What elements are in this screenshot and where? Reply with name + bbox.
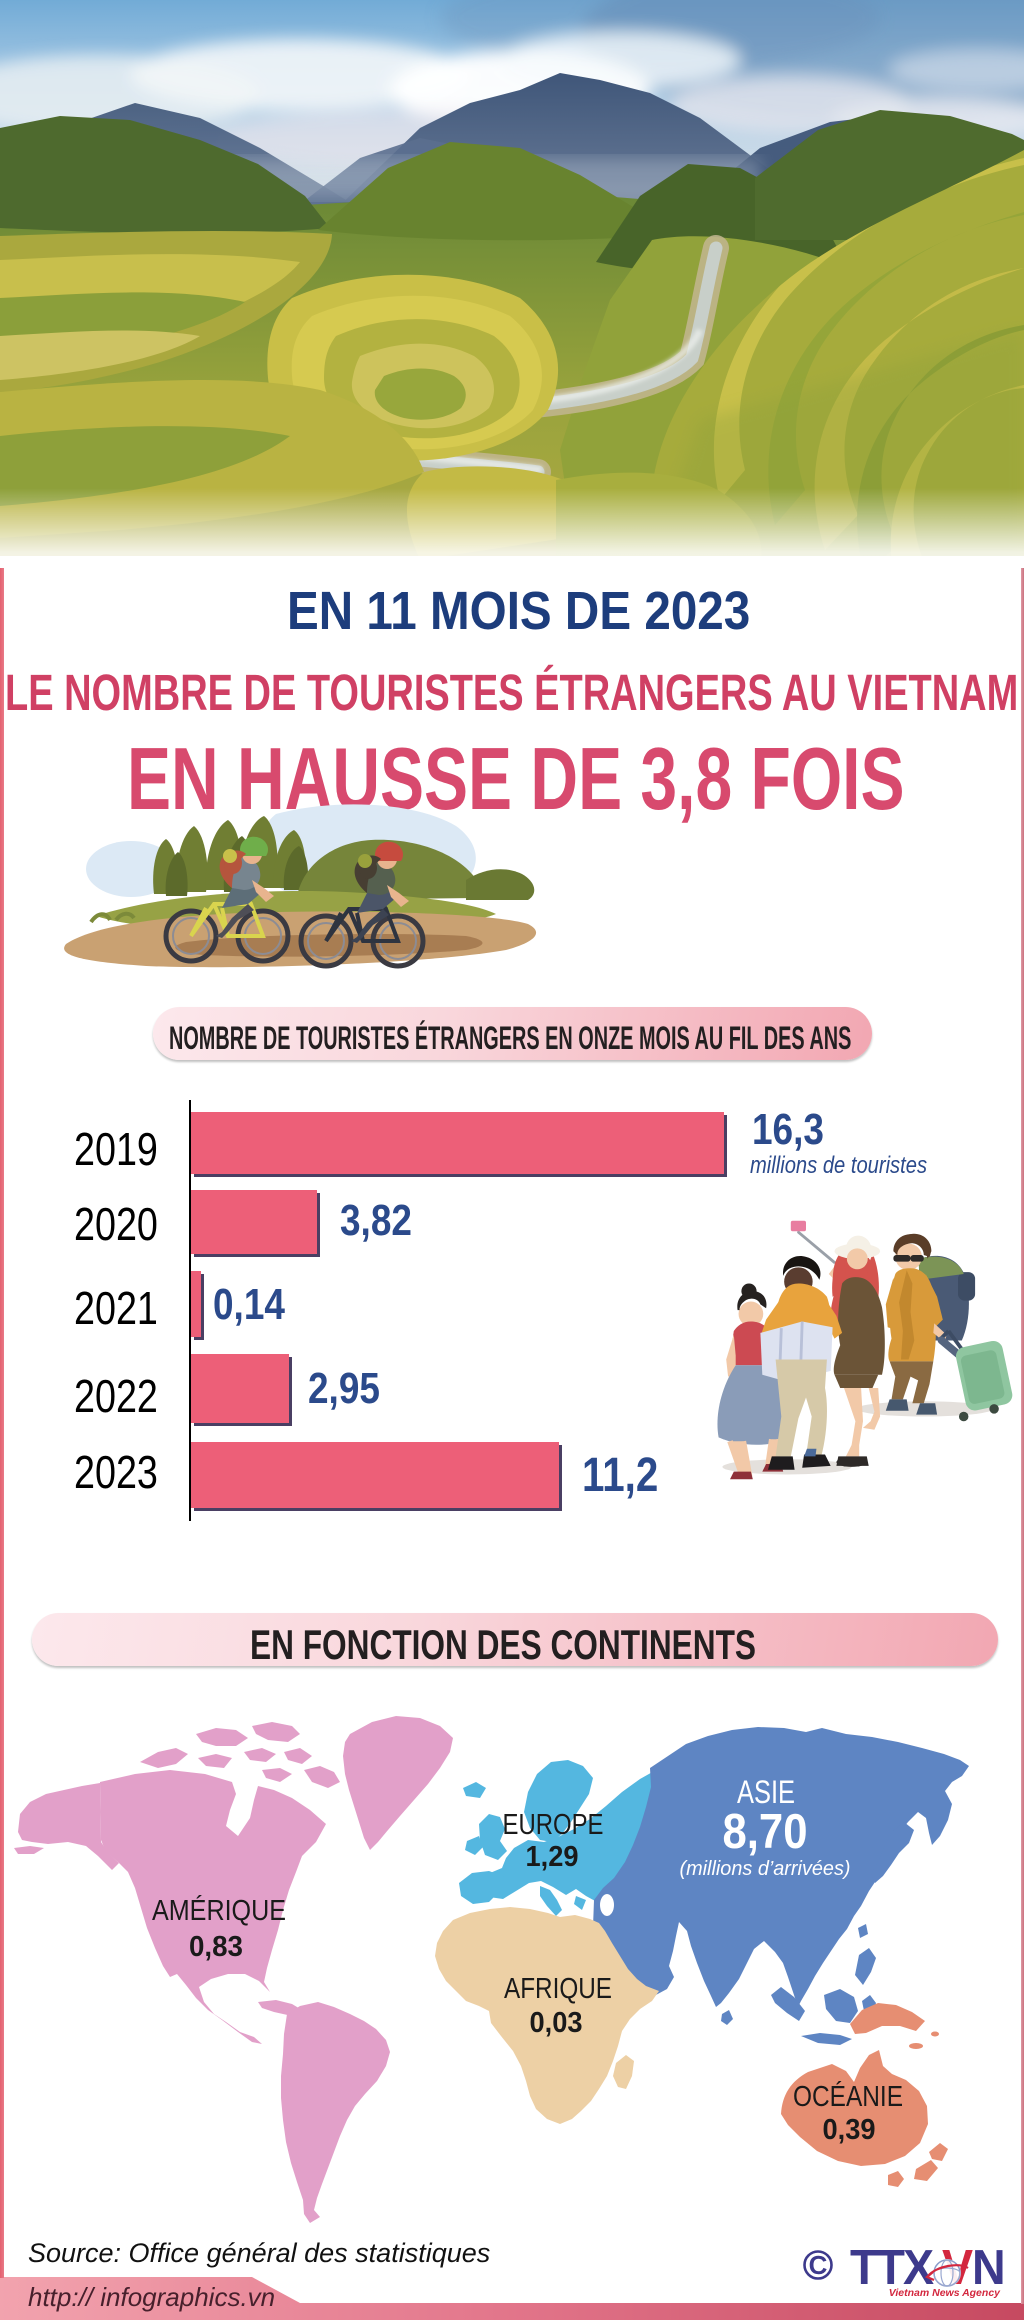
svg-text:OCÉANIE: OCÉANIE: [793, 2080, 903, 2113]
svg-text:0,83: 0,83: [189, 1931, 243, 1963]
svg-text:AFRIQUE: AFRIQUE: [504, 1973, 612, 2005]
svg-text:0,39: 0,39: [823, 2114, 876, 2146]
svg-text:http:// infographics.vn: http:// infographics.vn: [28, 2282, 275, 2312]
svg-text:EUROPE: EUROPE: [503, 1809, 604, 1841]
svg-text:TTX: TTX: [850, 2241, 934, 2295]
svg-text:Vietnam News Agency: Vietnam News Agency: [889, 2287, 1001, 2299]
svg-text:1,29: 1,29: [526, 1841, 579, 1873]
svg-text:AMÉRIQUE: AMÉRIQUE: [152, 1894, 286, 1927]
svg-text:ASIE: ASIE: [737, 1774, 795, 1810]
svg-text:8,70: 8,70: [723, 1805, 808, 1859]
svg-text:C: C: [809, 2250, 828, 2280]
svg-text:0,03: 0,03: [530, 2007, 583, 2039]
svg-text:(millions d’arrivées): (millions d’arrivées): [680, 1858, 851, 1880]
svg-text:N: N: [972, 2241, 1004, 2295]
